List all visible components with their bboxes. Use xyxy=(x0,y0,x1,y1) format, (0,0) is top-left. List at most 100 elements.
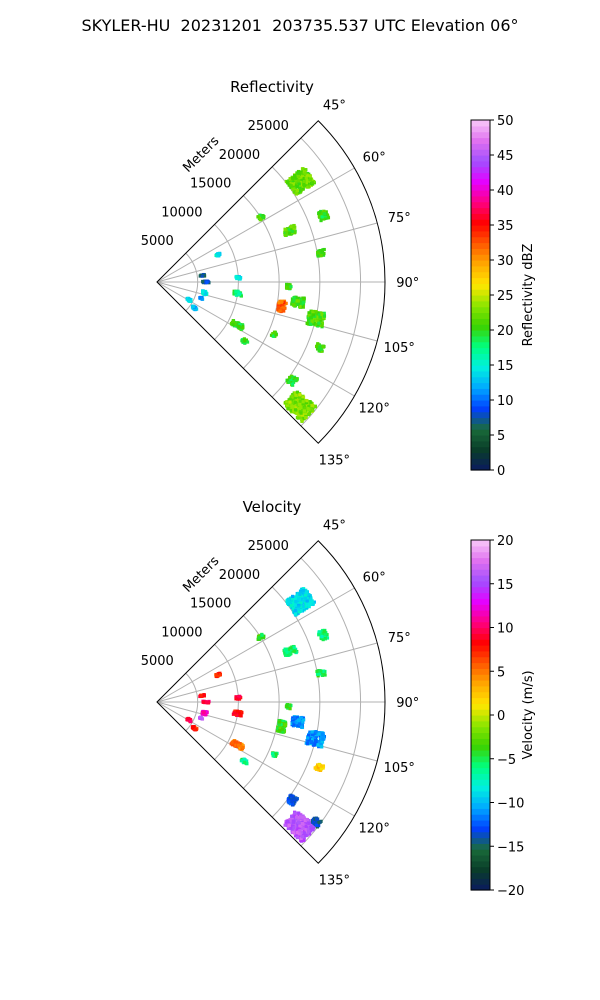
echo-gate xyxy=(290,815,294,819)
echo-gate xyxy=(259,216,263,220)
colorbar-segment xyxy=(471,295,490,302)
echo-gate xyxy=(234,292,238,297)
echo-gate xyxy=(298,829,302,833)
echo-gate xyxy=(292,409,296,413)
colorbar-segment xyxy=(471,709,490,716)
echo-gate xyxy=(217,252,221,256)
echo-gate xyxy=(214,672,218,677)
echo-gate xyxy=(320,735,324,739)
echo-gate xyxy=(298,298,303,302)
echo-patch xyxy=(290,715,306,730)
echo-gate xyxy=(202,273,206,277)
colorbar-segment xyxy=(471,814,490,821)
colorbar-segment xyxy=(471,149,490,156)
colorbar-tick-label: −15 xyxy=(497,840,524,855)
echo-gate xyxy=(295,834,299,838)
echo-gate xyxy=(286,600,291,604)
echo-patch xyxy=(304,729,327,749)
colorbar-segment xyxy=(471,394,490,401)
echo-gate xyxy=(256,637,260,641)
colorbar-segment xyxy=(471,779,490,786)
colorbar-segment xyxy=(471,621,490,629)
echo-gate xyxy=(307,821,311,825)
echo-gate xyxy=(320,739,324,743)
radial-tick-label: 10000 xyxy=(161,625,202,640)
echo-gate xyxy=(295,415,300,420)
colorbar-segment xyxy=(471,324,490,331)
echo-gate xyxy=(306,318,311,322)
echo-gate xyxy=(296,302,300,307)
echo-gate xyxy=(303,411,307,415)
echo-gate xyxy=(287,704,291,708)
echo-gate xyxy=(295,400,299,404)
echo-gate xyxy=(311,828,315,832)
echo-gate xyxy=(287,647,291,651)
echo-gate xyxy=(201,711,206,715)
radial-axis-label: Meters xyxy=(180,554,222,596)
colorbar-segment xyxy=(471,376,490,384)
echo-gate xyxy=(319,211,323,215)
echo-patch xyxy=(305,309,327,329)
echo-patch xyxy=(317,628,330,642)
colorbar-segment xyxy=(471,312,490,319)
echo-gate xyxy=(292,298,296,302)
theta-tick-label: 120° xyxy=(359,821,390,836)
echo-gate xyxy=(304,821,308,825)
echo-gate xyxy=(198,694,202,699)
echo-patch xyxy=(313,762,326,772)
echo-gate xyxy=(302,587,306,591)
echo-gate xyxy=(288,177,292,181)
colorbar-tick-label: −5 xyxy=(497,753,516,768)
echo-gate xyxy=(297,189,301,193)
theta-tick-label: 105° xyxy=(384,341,415,356)
colorbar-segment xyxy=(471,755,490,763)
echo-gate xyxy=(295,835,300,840)
echo-gate xyxy=(294,191,299,195)
echo-gate xyxy=(242,760,247,764)
echo-gate xyxy=(284,704,289,708)
echo-gate xyxy=(319,349,323,353)
echo-gate xyxy=(307,829,311,833)
echo-gate xyxy=(292,376,297,381)
echo-gate xyxy=(315,734,319,738)
echo-gate xyxy=(306,407,310,411)
echo-gate xyxy=(315,344,319,349)
echo-gate xyxy=(307,311,311,315)
radial-tick-label: 15000 xyxy=(190,177,231,192)
echo-gate xyxy=(301,400,305,404)
echo-gate xyxy=(315,817,319,821)
colorbar-segment xyxy=(471,271,490,279)
echo-patch xyxy=(234,274,243,281)
colorbar-tick-label: 20 xyxy=(497,534,514,549)
echo-gate xyxy=(278,729,282,733)
echo-gate xyxy=(305,173,309,177)
radial-tick-label: 15000 xyxy=(190,597,231,612)
colorbar-segment xyxy=(471,872,490,879)
echo-gate xyxy=(187,298,191,302)
echo-gate xyxy=(306,322,311,326)
echo-gate xyxy=(308,594,312,598)
echo-gate xyxy=(294,599,298,604)
colorbar-segment xyxy=(471,726,490,734)
echo-patch xyxy=(275,718,288,734)
echo-gate xyxy=(296,724,300,728)
echo-gate xyxy=(308,732,312,736)
echo-gate xyxy=(290,179,294,183)
echo-gate xyxy=(296,827,300,831)
colorbar-segment xyxy=(471,330,490,337)
echo-gate xyxy=(294,393,298,397)
echo-gate xyxy=(285,404,289,408)
colorbar-tick-label: 5 xyxy=(497,665,505,680)
echo-gate xyxy=(230,741,234,745)
echo-patch xyxy=(190,304,199,312)
echo-gate xyxy=(306,733,311,738)
echo-gate xyxy=(277,721,282,725)
echo-gate xyxy=(319,319,323,324)
echo-gate xyxy=(286,826,290,830)
echo-gate xyxy=(274,333,278,337)
colorbar-segment xyxy=(471,540,490,547)
echo-gate xyxy=(276,307,280,311)
echo-gate xyxy=(201,700,205,704)
colorbar-segment xyxy=(471,184,490,191)
colorbar-segment xyxy=(471,551,490,559)
